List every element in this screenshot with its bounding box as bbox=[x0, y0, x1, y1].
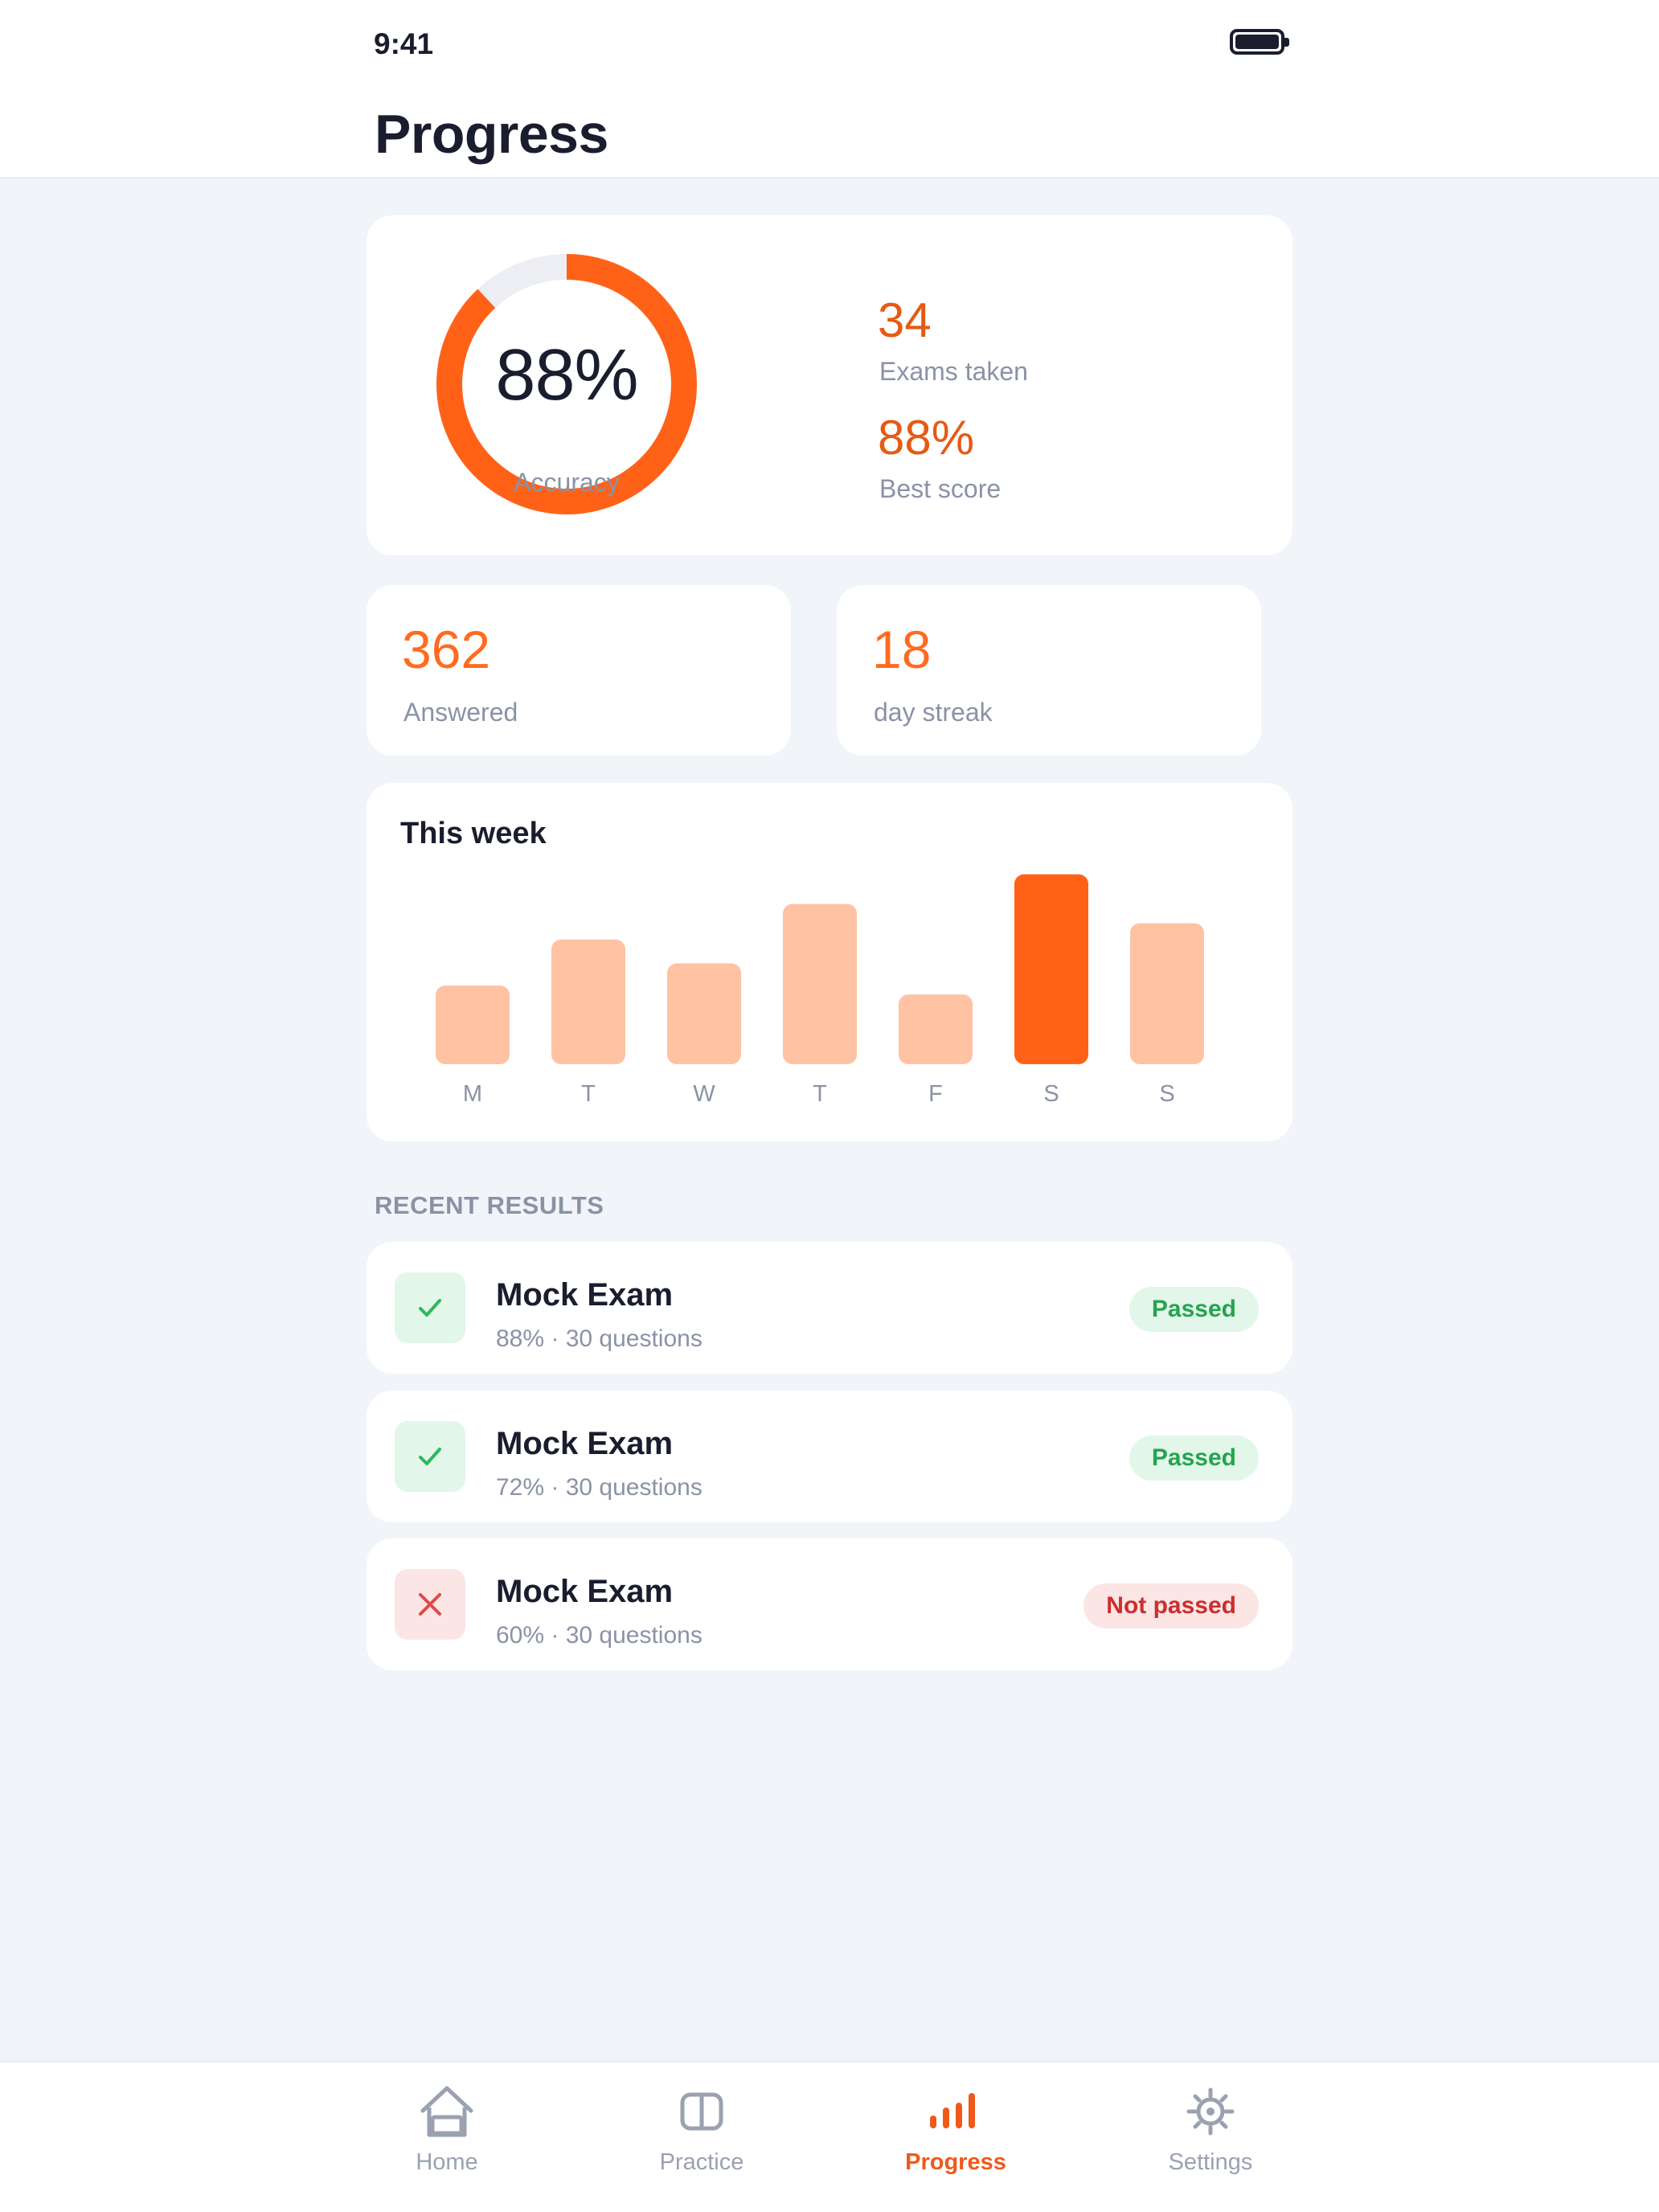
status-badge: Not passed bbox=[1083, 1583, 1259, 1628]
status-time: 9:41 bbox=[374, 27, 434, 60]
streak-label: day streak bbox=[874, 698, 993, 727]
chart-tick-label: S bbox=[1159, 1081, 1174, 1107]
answered-label: Answered bbox=[403, 698, 518, 727]
weekly-chart-card: This week M T W T F S S bbox=[367, 783, 1292, 1141]
chart-tick-label: F bbox=[928, 1081, 943, 1107]
exams-taken-label: Exams taken bbox=[879, 357, 1028, 386]
chart-tick-label: M bbox=[463, 1081, 482, 1107]
accuracy-ring: 88% Accuracy bbox=[435, 252, 698, 516]
result-row[interactable]: Mock Exam 72% · 30 questions Passed bbox=[367, 1391, 1292, 1522]
chart-tick-label: W bbox=[693, 1081, 715, 1107]
chart-tick-label: T bbox=[581, 1081, 596, 1107]
best-score-label: Best score bbox=[879, 474, 1002, 503]
chart-tick-label: S bbox=[1043, 1081, 1059, 1107]
tab-settings[interactable]: Settings bbox=[1122, 2062, 1299, 2212]
tab-progress-label: Progress bbox=[905, 2149, 1006, 2175]
result-title: Mock Exam bbox=[496, 1277, 674, 1313]
accuracy-label: Accuracy bbox=[514, 468, 620, 497]
chart-bar bbox=[667, 963, 741, 1064]
result-subtitle: 88% · 30 questions bbox=[496, 1325, 703, 1352]
result-title: Mock Exam bbox=[496, 1426, 674, 1461]
tab-settings-label: Settings bbox=[1168, 2149, 1253, 2175]
chart-bar bbox=[1130, 923, 1204, 1064]
close-icon bbox=[395, 1569, 465, 1640]
tab-practice[interactable]: Practice bbox=[613, 2062, 790, 2212]
result-row[interactable]: Mock Exam 88% · 30 questions Passed bbox=[367, 1242, 1292, 1374]
chart-bar bbox=[899, 994, 973, 1064]
status-badge: Passed bbox=[1129, 1436, 1259, 1481]
chart-title: This week bbox=[400, 817, 547, 850]
result-subtitle: 72% · 30 questions bbox=[496, 1474, 703, 1501]
chart-bar bbox=[1014, 874, 1088, 1064]
ring-progress bbox=[436, 254, 697, 514]
status-badge: Passed bbox=[1129, 1287, 1259, 1332]
gear-icon bbox=[1186, 2087, 1235, 2136]
tab-bar: Home Practice Progress bbox=[0, 2061, 1659, 2212]
home-icon bbox=[420, 2086, 473, 2137]
check-icon bbox=[395, 1272, 465, 1343]
tab-progress[interactable]: Progress bbox=[867, 2062, 1044, 2212]
streak-card: 18 day streak bbox=[837, 585, 1261, 756]
answered-value: 362 bbox=[402, 620, 491, 679]
chart-bar bbox=[551, 939, 625, 1064]
tab-home[interactable]: Home bbox=[358, 2062, 535, 2212]
result-row[interactable]: Mock Exam 60% · 30 questions Not passed bbox=[367, 1538, 1292, 1670]
exams-taken-value: 34 bbox=[878, 293, 932, 347]
book-icon bbox=[680, 2092, 723, 2131]
top-bar: 9:41 Progress bbox=[0, 0, 1659, 178]
accuracy-card: 88% Accuracy 34 Exams taken 88% Best sco… bbox=[367, 215, 1292, 555]
streak-value: 18 bbox=[872, 620, 932, 679]
result-title: Mock Exam bbox=[496, 1574, 674, 1609]
bar-chart-icon bbox=[930, 2093, 975, 2128]
answered-card: 362 Answered bbox=[367, 585, 791, 756]
tab-home-label: Home bbox=[416, 2149, 478, 2175]
chart-tick-label: T bbox=[813, 1081, 827, 1107]
check-icon bbox=[395, 1421, 465, 1492]
tab-practice-label: Practice bbox=[659, 2149, 744, 2175]
recent-results-heading: RECENT RESULTS bbox=[375, 1191, 604, 1219]
accuracy-ring-chart bbox=[436, 254, 697, 514]
battery-icon bbox=[1230, 29, 1289, 55]
chart-bar bbox=[436, 985, 510, 1064]
best-score-value: 88% bbox=[878, 411, 975, 465]
result-subtitle: 60% · 30 questions bbox=[496, 1622, 703, 1649]
chart-bar bbox=[783, 903, 857, 1064]
page-title: Progress bbox=[375, 104, 608, 165]
accuracy-value: 88% bbox=[495, 335, 638, 416]
